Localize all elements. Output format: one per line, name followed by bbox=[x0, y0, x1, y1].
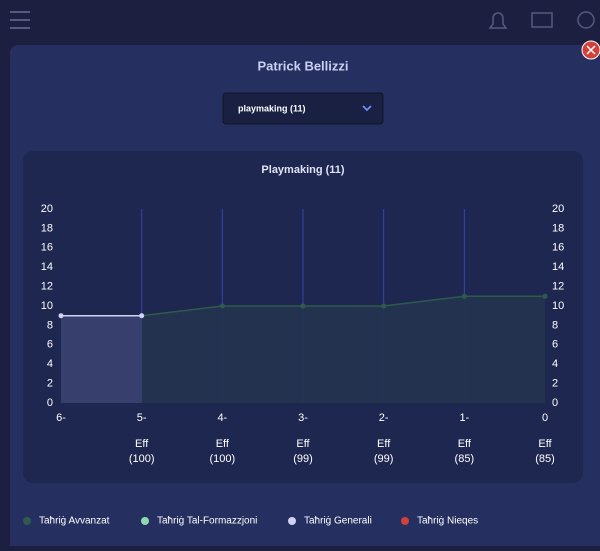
data-point bbox=[139, 313, 145, 319]
legend-swatch bbox=[401, 517, 409, 525]
y-tick-label: 18 bbox=[41, 222, 53, 234]
data-point bbox=[381, 303, 387, 309]
y-tick-label: 2 bbox=[47, 378, 53, 390]
x-tick-label: 6- bbox=[56, 412, 66, 424]
dropdown[interactable] bbox=[222, 92, 384, 125]
y2-tick-label: 16 bbox=[552, 242, 564, 254]
y-tick-label: 0 bbox=[47, 397, 53, 409]
x-sublabel: (100) bbox=[129, 453, 155, 465]
y2-tick-label: 14 bbox=[552, 261, 564, 273]
bell-icon[interactable] bbox=[488, 12, 508, 29]
dropdown-chevron bbox=[362, 105, 372, 112]
y2-tick-label: 12 bbox=[552, 281, 564, 293]
x-sublabel: Eff bbox=[296, 438, 310, 450]
x-tick-label: 4- bbox=[217, 412, 227, 424]
y-tick-label: 16 bbox=[41, 242, 53, 254]
series-line bbox=[141, 295, 545, 317]
x-tick-label: 1- bbox=[459, 412, 469, 424]
legend-label: Taħriġ Nieqes bbox=[417, 516, 478, 527]
data-point bbox=[461, 293, 467, 299]
legend-swatch bbox=[23, 517, 31, 525]
y-tick-label: 20 bbox=[41, 203, 53, 215]
close-icon bbox=[586, 45, 596, 55]
x-tick-label: 3- bbox=[298, 412, 308, 424]
legend-swatch bbox=[288, 517, 296, 525]
y2-tick-label: 8 bbox=[552, 319, 558, 331]
x-tick-label: 0 bbox=[542, 412, 548, 424]
plot: 0 2 4 6 8 10 12 14 16 18 20 0 2 4 6 8 10 12 14 16 18 20 6- 5- Ef… bbox=[23, 203, 564, 527]
legend-label: Taħriġ Generali bbox=[304, 516, 372, 527]
x-tick-label: 5- bbox=[137, 412, 147, 424]
x-sublabel: Eff bbox=[377, 438, 391, 450]
legend-swatch bbox=[141, 517, 149, 525]
data-point bbox=[542, 293, 548, 299]
chart-title: Playmaking (11) bbox=[261, 164, 344, 176]
x-sublabel: Eff bbox=[135, 438, 149, 450]
mail-icon[interactable] bbox=[531, 12, 553, 28]
data-point bbox=[219, 303, 225, 309]
x-tick-label: 2- bbox=[379, 412, 389, 424]
modal-title: Patrick Bellizzi bbox=[257, 58, 348, 73]
x-sublabel: (100) bbox=[209, 453, 235, 465]
legend-label: Taħriġ Tal-Formazzjoni bbox=[157, 516, 257, 527]
y-tick-label: 12 bbox=[41, 281, 53, 293]
data-point bbox=[300, 303, 306, 309]
y2-tick-label: 4 bbox=[552, 358, 558, 370]
x-sublabel: (99) bbox=[374, 453, 394, 465]
x-sublabel: (85) bbox=[535, 453, 555, 465]
dropdown-value: playmaking (11) bbox=[238, 103, 306, 113]
y2-tick-label: 20 bbox=[552, 203, 564, 215]
x-sublabel: (99) bbox=[293, 453, 313, 465]
settings-icon[interactable] bbox=[577, 11, 595, 29]
data-point bbox=[58, 313, 64, 319]
y2-tick-label: 2 bbox=[552, 378, 558, 390]
series-area bbox=[141, 296, 545, 403]
legend-label: Taħriġ Avvanzat bbox=[39, 516, 110, 527]
y2-tick-label: 18 bbox=[552, 222, 564, 234]
y-tick-label: 14 bbox=[41, 261, 53, 273]
y2-tick-label: 10 bbox=[552, 300, 564, 312]
x-sublabel: (85) bbox=[455, 453, 475, 465]
y-tick-label: 4 bbox=[47, 358, 53, 370]
x-sublabel: Eff bbox=[216, 438, 230, 450]
y2-tick-label: 0 bbox=[552, 397, 558, 409]
y-tick-label: 6 bbox=[47, 339, 53, 351]
y-tick-label: 10 bbox=[41, 300, 53, 312]
x-sublabel: Eff bbox=[458, 438, 472, 450]
y-tick-label: 8 bbox=[47, 319, 53, 331]
y2-tick-label: 6 bbox=[552, 339, 558, 351]
menu-icon[interactable] bbox=[10, 11, 30, 29]
series-area bbox=[61, 315, 142, 403]
x-sublabel: Eff bbox=[538, 438, 552, 450]
